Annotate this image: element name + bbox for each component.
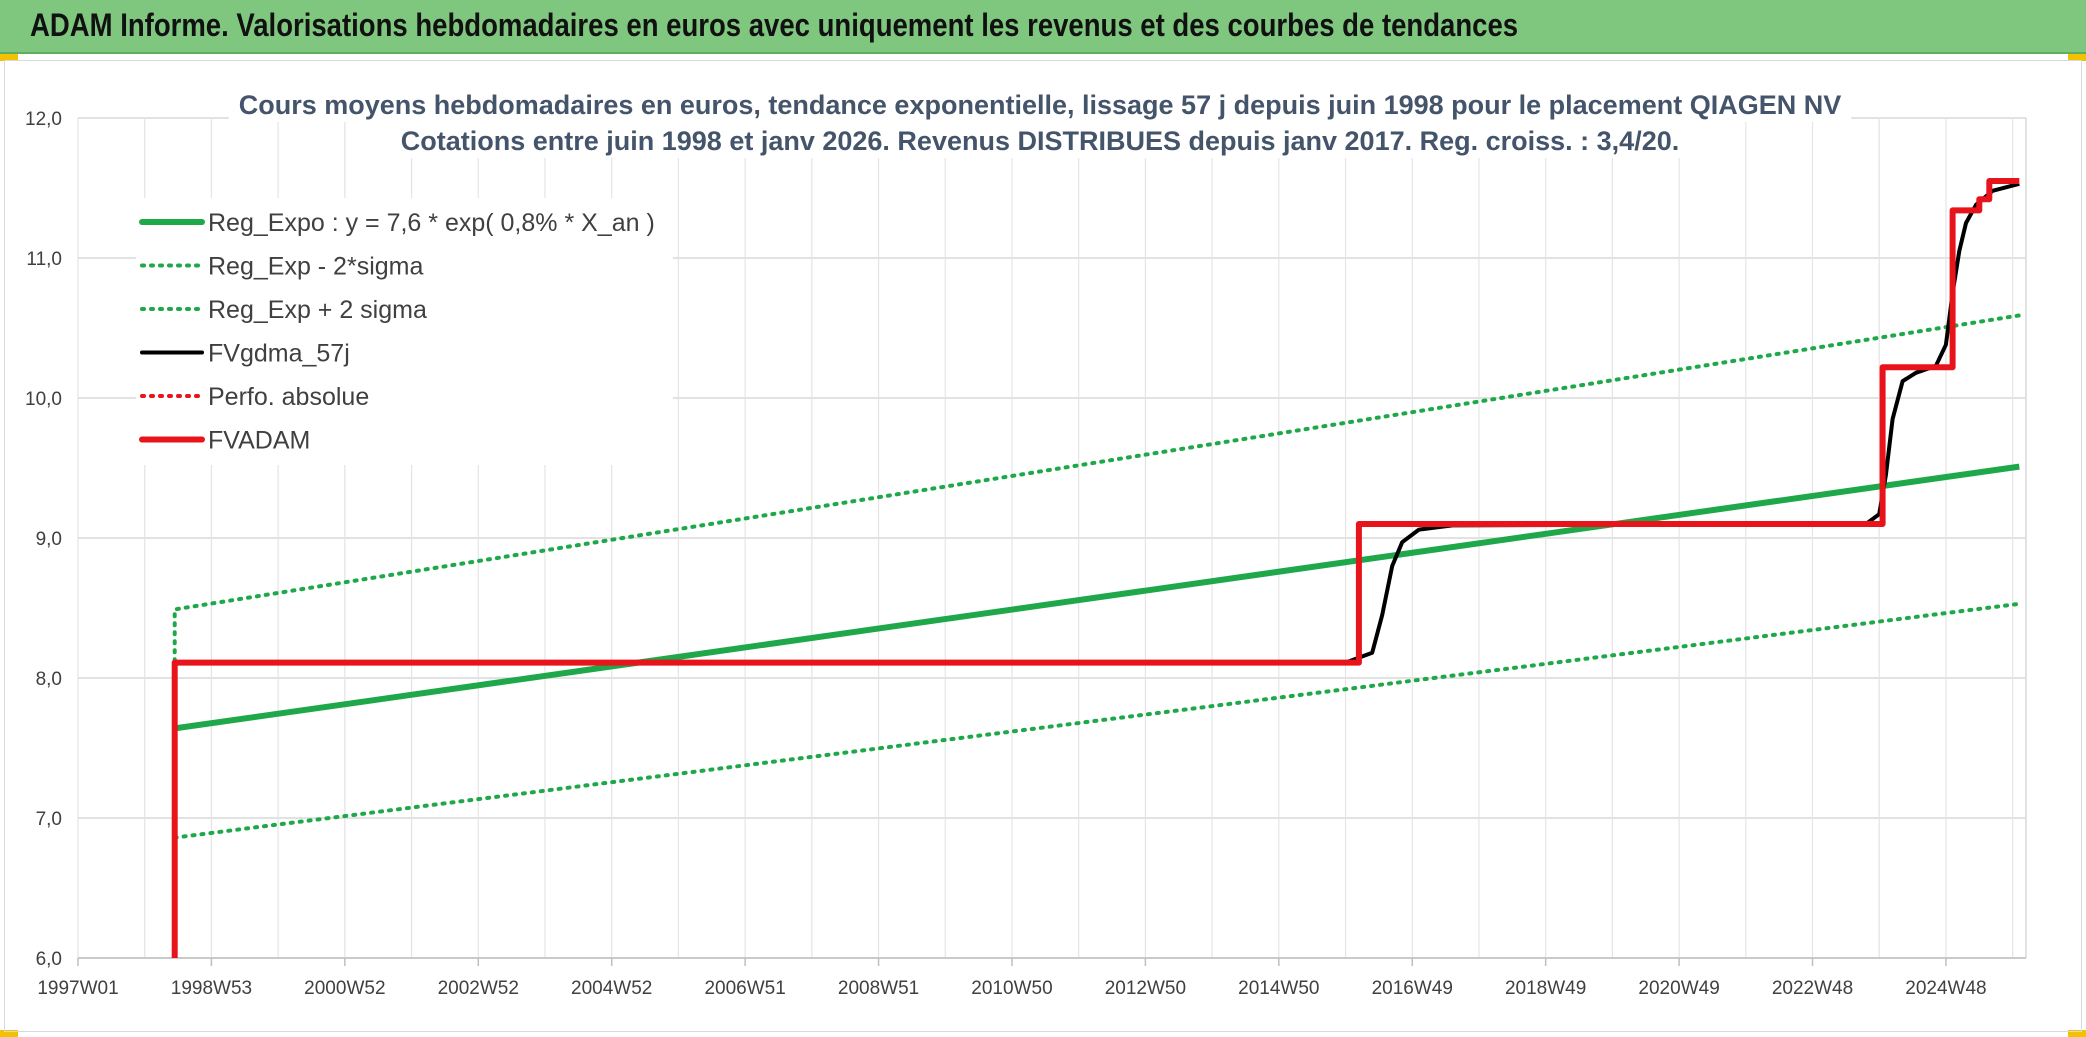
chart-frame (4, 60, 2082, 1032)
legend-label: FVADAM (208, 427, 310, 455)
x-tick-label: 2008W51 (838, 978, 919, 999)
x-tick-label: 2002W52 (438, 978, 519, 999)
x-tick-label: 2012W50 (1105, 978, 1186, 999)
x-tick-label: 2000W52 (304, 978, 385, 999)
legend-label: FVgdma_57j (208, 340, 350, 368)
title-backing (390, 122, 1690, 158)
chart-title-group: Cours moyens hebdomadaires en euros, ten… (228, 86, 1852, 158)
x-tick-label: 2020W49 (1638, 978, 1719, 999)
corner-mark-bottom-left (0, 1030, 18, 1037)
series-line-3 (174, 181, 2020, 665)
report-title: ADAM Informe. Valorisations hebdomadaire… (30, 7, 1519, 43)
corner-mark-left (0, 54, 18, 61)
grid-layer (77, 117, 2027, 959)
x-tick-label: 2010W50 (971, 978, 1052, 999)
report-banner: ADAM Informe. Valorisations hebdomadaire… (0, 0, 2086, 54)
legend-label: Perfo. absolue (208, 383, 369, 411)
legend-label: Reg_Exp + 2 sigma (208, 296, 427, 324)
series-line-1 (172, 601, 2022, 840)
y-tick-label: 11,0 (26, 249, 62, 270)
y-tick-label: 8,0 (36, 669, 62, 690)
y-tick-label: 10,0 (25, 389, 62, 410)
x-tick-label: 2006W51 (704, 978, 785, 999)
y-tick-label: 7,0 (36, 809, 62, 830)
x-tick-label: 2016W49 (1372, 978, 1453, 999)
y-tick-label: 6,0 (36, 949, 62, 970)
x-tick-label: 2004W52 (571, 978, 652, 999)
legend-label: Reg_Exp - 2*sigma (208, 253, 423, 281)
title-backing (228, 86, 1852, 122)
legend: Reg_Expo : y = 7,6 * exp( 0,8% * X_an ) R… (136, 198, 673, 465)
corner-mark-right (2068, 54, 2086, 61)
series-layer (171, 178, 2022, 958)
y-tick-label: 12,0 (25, 109, 62, 130)
corner-mark-bottom-right (2068, 1030, 2086, 1037)
chart-title-line: Cotations entre juin 1998 et janv 2026. … (401, 126, 1679, 156)
x-tick-label: 2024W48 (1905, 978, 1986, 999)
legend-label: Reg_Expo : y = 7,6 * exp( 0,8% * X_an ) (208, 209, 655, 237)
series-line-2 (172, 313, 2022, 664)
series-line-0 (174, 463, 2020, 732)
chart-title-line: Cours moyens hebdomadaires en euros, ten… (239, 90, 1841, 120)
x-tick-label: 1997W01 (37, 978, 118, 999)
y-tick-label: 9,0 (36, 529, 62, 550)
x-tick-label: 2018W49 (1505, 978, 1586, 999)
legend-backing (136, 198, 673, 465)
axis-layer: 6,0 7,0 8,0 9,0 10,0 11,0 12,0 1997W01 1998W53 20… (25, 109, 2026, 999)
x-tick-label: 2014W50 (1238, 978, 1319, 999)
x-tick-label: 2022W48 (1772, 978, 1853, 999)
series-line-5 (171, 178, 2020, 958)
x-tick-label: 1998W53 (171, 978, 252, 999)
